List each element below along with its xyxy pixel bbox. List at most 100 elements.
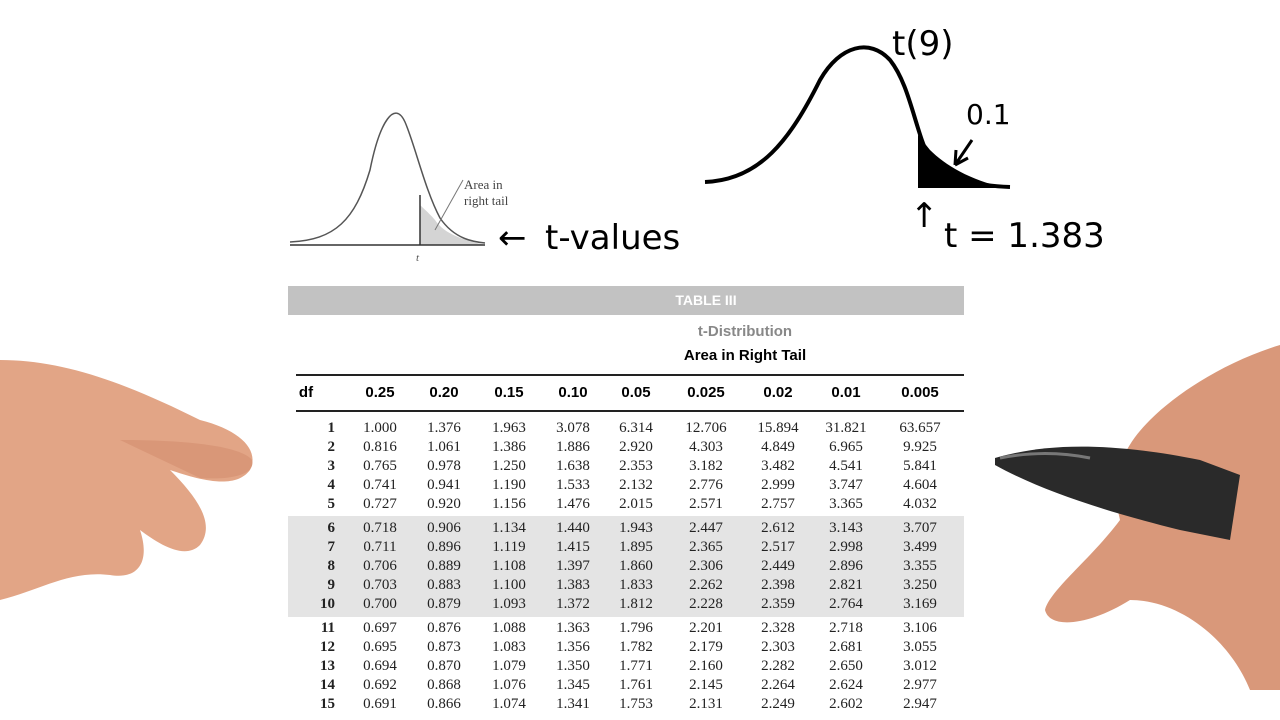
table-cell: 2.131 <box>689 696 723 712</box>
table-cell: 4.032 <box>903 496 937 512</box>
table-cell: 2.303 <box>761 639 795 655</box>
t-axis-label: t <box>416 252 420 264</box>
table-cell: 1.350 <box>556 658 590 674</box>
table-cell: 1.753 <box>619 696 653 712</box>
table-cell: 2.447 <box>689 520 723 536</box>
table-cell: 2.821 <box>829 577 863 593</box>
annotation-line-1: Area in <box>464 177 503 192</box>
up-arrow-icon: ↑ <box>910 196 939 236</box>
table-cell: 1.079 <box>492 658 526 674</box>
df-cell: 11 <box>320 620 335 636</box>
table-cell: 4.541 <box>829 458 863 474</box>
df-cell: 2 <box>327 439 336 455</box>
df-cell: 6 <box>327 520 336 536</box>
table-cell: 6.965 <box>829 439 863 455</box>
table-cell: 63.657 <box>899 420 941 436</box>
df-cell: 5 <box>327 496 336 512</box>
table-cell: 1.963 <box>492 420 526 436</box>
df-cell: 8 <box>327 558 336 574</box>
table-cell: 2.145 <box>689 677 723 693</box>
table-cell: 0.876 <box>427 620 461 636</box>
table-cell: 3.169 <box>903 596 937 612</box>
table-cell: 1.833 <box>619 577 653 593</box>
table-cell: 2.264 <box>761 677 795 693</box>
table-cell: 3.250 <box>903 577 937 593</box>
table-cell: 2.160 <box>689 658 723 674</box>
df-cell: 12 <box>320 639 335 655</box>
table-cell: 2.228 <box>689 596 723 612</box>
table-cell: 2.365 <box>689 539 723 555</box>
column-header: 0.005 <box>901 384 939 401</box>
table-cell: 2.998 <box>829 539 863 555</box>
table-cell: 2.249 <box>761 696 795 712</box>
table-cell: 1.119 <box>492 539 526 555</box>
table-cell: 0.879 <box>427 596 461 612</box>
table-cell: 3.106 <box>903 620 937 636</box>
table-cell: 3.482 <box>761 458 795 474</box>
table-cell: 2.179 <box>689 639 723 655</box>
table-cell: 2.359 <box>761 596 795 612</box>
table-cell: 1.000 <box>363 420 397 436</box>
table-cell: 5.841 <box>903 458 937 474</box>
table-cell: 0.700 <box>363 596 397 612</box>
table-cell: 1.372 <box>556 596 590 612</box>
table-cell: 1.771 <box>619 658 653 674</box>
table-cell: 0.906 <box>427 520 461 536</box>
table-cell: 2.999 <box>761 477 795 493</box>
column-header: 0.25 <box>365 384 395 401</box>
table-cell: 9.925 <box>903 439 937 455</box>
table-cell: 2.132 <box>619 477 653 493</box>
table-cell: 0.694 <box>363 658 397 674</box>
t-distribution-diagram <box>289 112 486 246</box>
table-cell: 2.977 <box>903 677 937 693</box>
table-cell: 3.355 <box>903 558 937 574</box>
table-cell: 4.849 <box>761 439 795 455</box>
table-cell: 31.821 <box>825 420 867 436</box>
table-cell: 0.873 <box>427 639 461 655</box>
column-header: 0.15 <box>494 384 524 401</box>
table-cell: 2.624 <box>829 677 863 693</box>
df-cell: 4 <box>327 477 336 493</box>
table-cell: 2.602 <box>829 696 863 712</box>
table-cell: 1.093 <box>492 596 526 612</box>
table-cell: 0.692 <box>363 677 397 693</box>
table-cell: 1.386 <box>492 439 526 455</box>
table-cell: 1.190 <box>492 477 526 493</box>
table-title: TABLE III <box>288 286 964 315</box>
df-cell: 1 <box>327 420 336 436</box>
df-cell: 15 <box>320 696 335 712</box>
table-subtitle: t-Distribution <box>697 323 793 340</box>
table-cell: 1.476 <box>556 496 590 512</box>
t-values-label: t-values <box>545 218 681 258</box>
table-cell: 15.894 <box>757 420 799 436</box>
table-cell: 2.571 <box>689 496 723 512</box>
table-cell: 0.941 <box>427 477 461 493</box>
table-cell: 3.055 <box>903 639 937 655</box>
table-cell: 0.866 <box>427 696 461 712</box>
tail-area-label: 0.1 <box>966 98 1011 131</box>
column-header: 0.01 <box>831 384 861 401</box>
table-cell: 1.782 <box>619 639 653 655</box>
table-cell: 1.383 <box>556 577 590 593</box>
table-cell: 2.764 <box>829 596 863 612</box>
table-cell: 3.078 <box>556 420 590 436</box>
t9-curve <box>704 45 1011 189</box>
table-cell: 1.363 <box>556 620 590 636</box>
table-cell: 3.012 <box>903 658 937 674</box>
table-cell: 2.201 <box>689 620 723 636</box>
table-cell: 1.074 <box>492 696 526 712</box>
column-header: 0.10 <box>558 384 588 401</box>
df-cell: 9 <box>327 577 336 593</box>
table-cell: 0.978 <box>427 458 461 474</box>
table-cell: 0.697 <box>363 620 397 636</box>
table-cell: 0.889 <box>427 558 461 574</box>
table-cell: 1.761 <box>619 677 653 693</box>
table-cell: 1.886 <box>556 439 590 455</box>
table-cell: 2.650 <box>829 658 863 674</box>
table-cell: 4.303 <box>689 439 723 455</box>
divider <box>296 410 964 412</box>
shaded-row-group <box>288 516 964 617</box>
column-header: 0.20 <box>429 384 459 401</box>
table-cell: 2.757 <box>761 496 795 512</box>
